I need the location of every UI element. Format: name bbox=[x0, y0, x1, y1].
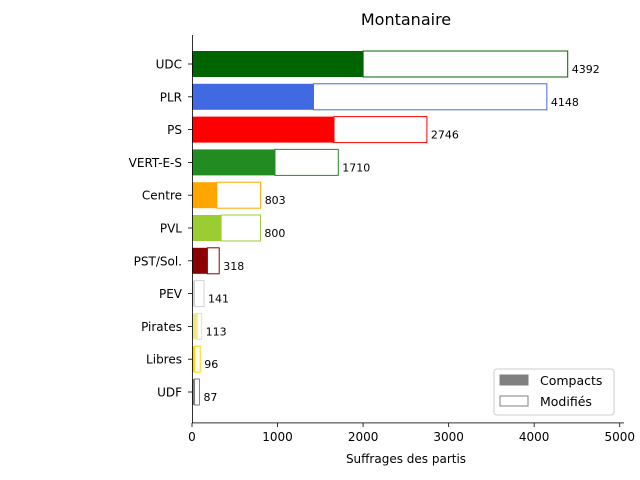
bar-compacts-5 bbox=[192, 215, 222, 241]
value-label-4: 803 bbox=[265, 194, 286, 207]
plot-frame-left bbox=[192, 35, 193, 423]
bar-compacts-7 bbox=[192, 280, 195, 307]
bar-modifies-6 bbox=[206, 247, 220, 275]
value-label-5: 800 bbox=[264, 227, 285, 240]
bar-compacts-3 bbox=[192, 149, 275, 176]
value-label-6: 318 bbox=[223, 260, 244, 273]
y-tick-label-9: Libres bbox=[146, 353, 182, 367]
plot-frame-bottom bbox=[192, 422, 624, 424]
y-tick-label-2: PS bbox=[167, 123, 182, 137]
y-axis: UDC PLR PS VERT-E-S Centre PVL PST/Sol. PEV Pira… bbox=[129, 58, 192, 400]
value-label-7: 141 bbox=[208, 293, 229, 306]
y-tick-label-0: UDC bbox=[156, 58, 182, 72]
bar-modifies-1 bbox=[312, 83, 548, 111]
bar-compacts-2 bbox=[192, 116, 335, 143]
y-tick-label-3: VERT-E-S bbox=[129, 156, 182, 170]
value-labels-group: 4392 4148 2746 1710 803 800 318 141 113 96 87 bbox=[203, 63, 599, 404]
legend-label-0: Compacts bbox=[540, 373, 602, 388]
value-label-3: 1710 bbox=[342, 161, 370, 174]
bar-compacts-9 bbox=[192, 346, 195, 373]
y-tick-label-6: PST/Sol. bbox=[134, 254, 182, 268]
value-label-8: 113 bbox=[206, 325, 227, 338]
x-tick-label-3: 3000 bbox=[433, 430, 464, 444]
x-tick-label-0: 0 bbox=[188, 430, 196, 444]
legend: Compacts Modifiés bbox=[493, 368, 615, 416]
value-label-1: 4148 bbox=[551, 96, 579, 109]
x-tick-label-4: 4000 bbox=[519, 430, 550, 444]
x-tick-label-5: 5000 bbox=[604, 430, 635, 444]
bar-modifies-0 bbox=[362, 50, 569, 78]
y-tick-label-4: Centre bbox=[142, 189, 182, 203]
legend-label-1: Modifiés bbox=[540, 394, 592, 409]
chart-title: Montanaire bbox=[361, 10, 451, 29]
bar-compacts-4 bbox=[192, 182, 217, 209]
bar-compacts-10 bbox=[192, 379, 195, 405]
bar-modifies-3 bbox=[274, 148, 339, 176]
y-tick-label-10: UDF bbox=[157, 386, 182, 400]
y-tick-label-7: PEV bbox=[159, 287, 183, 301]
bar-modifies-8 bbox=[196, 312, 203, 340]
x-axis: 0 1000 2000 3000 4000 5000 bbox=[188, 423, 635, 444]
bar-modifies-9 bbox=[194, 345, 201, 373]
legend-swatch-0 bbox=[499, 374, 529, 386]
bars-group bbox=[192, 50, 569, 406]
bar-compacts-0 bbox=[192, 51, 364, 77]
bar-compacts-1 bbox=[192, 83, 314, 110]
x-tick-label-2: 2000 bbox=[348, 430, 379, 444]
y-tick-label-5: PVL bbox=[160, 222, 182, 236]
value-label-2: 2746 bbox=[431, 129, 459, 142]
x-axis-label: Suffrages des partis bbox=[346, 452, 466, 466]
x-tick-label-1: 1000 bbox=[262, 430, 293, 444]
bar-modifies-4 bbox=[216, 181, 262, 209]
y-tick-label-1: PLR bbox=[160, 90, 182, 104]
value-label-9: 96 bbox=[204, 358, 218, 371]
bar-compacts-6 bbox=[192, 247, 208, 274]
bar-compacts-8 bbox=[192, 313, 198, 340]
y-tick-label-8: Pirates bbox=[141, 320, 182, 334]
bar-modifies-10 bbox=[194, 378, 200, 406]
value-label-10: 87 bbox=[203, 391, 217, 404]
bar-modifies-5 bbox=[220, 214, 261, 242]
bar-modifies-7 bbox=[194, 280, 205, 308]
bar-modifies-2 bbox=[333, 116, 428, 144]
legend-swatch-1 bbox=[499, 395, 529, 407]
value-label-0: 4392 bbox=[572, 63, 600, 76]
